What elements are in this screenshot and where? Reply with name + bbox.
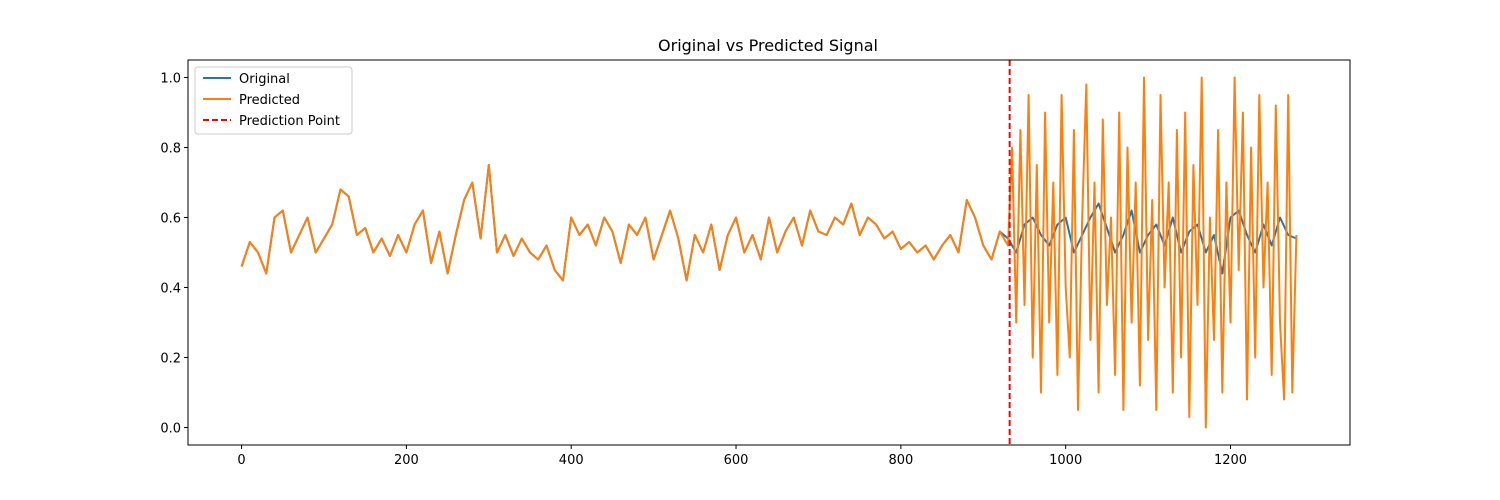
y-tick-label: 0.6 — [160, 212, 181, 227]
legend-label-predicted: Predicted — [239, 93, 300, 108]
x-tick-label: 600 — [724, 453, 749, 468]
x-axis-ticks: 0 200 400 600 800 1000 1200 — [237, 445, 1247, 468]
series-layer — [240, 76, 1298, 429]
y-tick-label: 0.0 — [160, 422, 181, 437]
series-line-predicted — [240, 76, 1298, 429]
x-tick-label: 1200 — [1214, 453, 1247, 468]
x-tick-label: 800 — [888, 453, 913, 468]
x-tick-label: 200 — [394, 453, 419, 468]
legend-label-original: Original — [239, 72, 290, 87]
y-tick-label: 0.8 — [160, 142, 181, 157]
chart-title: Original vs Predicted Signal — [658, 36, 878, 55]
y-tick-label: 1.0 — [160, 72, 181, 87]
x-tick-label: 400 — [559, 453, 584, 468]
x-tick-label: 0 — [237, 453, 245, 468]
legend-box — [194, 66, 353, 135]
legend-label-prediction-point: Prediction Point — [239, 114, 340, 129]
y-axis-ticks: 0.0 0.2 0.4 0.6 0.8 1.0 — [160, 72, 188, 437]
axes-frame — [187, 59, 1351, 446]
y-tick-label: 0.2 — [160, 352, 181, 367]
plot-area — [187, 59, 1351, 446]
legend: Original Predicted Prediction Point — [194, 66, 353, 135]
y-tick-label: 0.4 — [160, 282, 181, 297]
x-tick-label: 1000 — [1049, 453, 1082, 468]
